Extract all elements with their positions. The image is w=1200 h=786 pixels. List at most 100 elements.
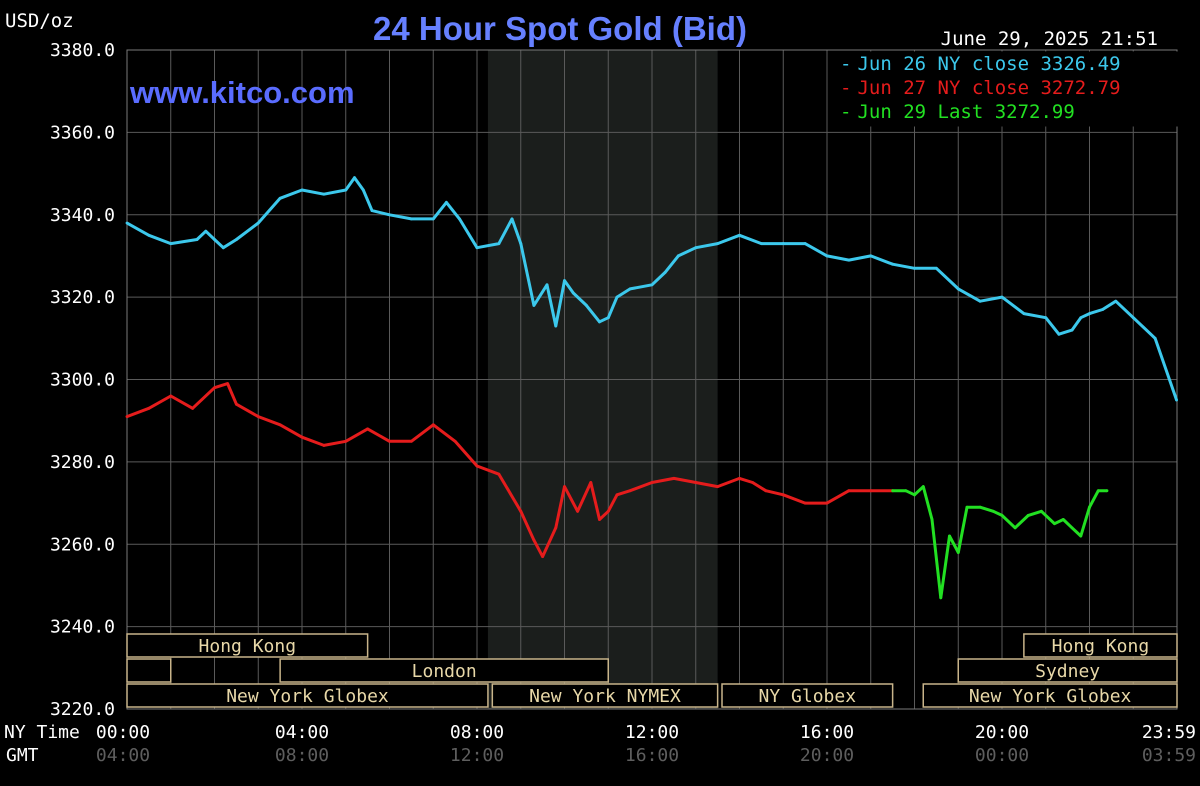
website-watermark: www.kitco.com: [129, 75, 355, 110]
data-point: [147, 406, 151, 410]
gmt-label: GMT: [6, 745, 39, 766]
data-point: [1044, 316, 1048, 320]
y-tick-label: 3280.0: [50, 452, 115, 473]
series-line-jun-29: [892, 485, 1107, 600]
data-point: [169, 394, 173, 398]
data-point: [663, 271, 667, 274]
x-tick-gmt: 00:00: [975, 745, 1029, 766]
data-point: [300, 188, 304, 192]
data-point: [956, 287, 960, 291]
legend-text-jun27: Jun 27 NY close 3272.79: [857, 77, 1120, 99]
session-box: [957, 658, 1178, 683]
data-point: [475, 246, 479, 250]
y-tick-label: 3240.0: [50, 617, 115, 638]
data-point: [672, 476, 676, 480]
data-point: [300, 435, 304, 439]
data-point: [948, 534, 951, 538]
data-point: [519, 242, 523, 245]
session-bar: New York Globex: [126, 683, 489, 708]
data-point: [1079, 316, 1083, 320]
x-tick-ny-time: 08:00: [450, 722, 504, 743]
data-point: [1000, 295, 1004, 299]
data-point: [1061, 518, 1065, 521]
session-box: [1023, 633, 1178, 658]
data-point: [1079, 534, 1083, 538]
axis-layer: 3380.0 3360.0 3340.0 3320.0 3300.0 3280.0 3260…: [50, 40, 1196, 766]
x-tick-ny-time: 23:59: [1142, 722, 1196, 743]
data-point: [1153, 336, 1157, 340]
data-point: [615, 493, 619, 497]
session-bar: NY Globex: [721, 683, 894, 708]
data-point: [353, 176, 356, 180]
session-bar: New York NYMEX: [491, 683, 719, 708]
data-point: [921, 485, 925, 488]
data-point: [781, 493, 785, 497]
session-label: New York Globex: [226, 686, 389, 707]
x-tick-gmt: 04:00: [96, 745, 150, 766]
legend-text-jun26: Jun 26 NY close 3326.49: [857, 53, 1120, 75]
legend-text-jun29: Jun 29 Last 3272.99: [857, 101, 1074, 123]
data-point: [563, 485, 566, 488]
data-point: [409, 439, 413, 443]
legend-dash: -: [840, 77, 851, 99]
y-tick-label: 3260.0: [50, 534, 115, 555]
data-point: [1114, 299, 1118, 303]
y-tick-label: 3380.0: [50, 40, 115, 61]
data-point: [204, 229, 208, 233]
data-point: [344, 439, 348, 443]
data-point: [125, 415, 129, 418]
data-point: [1096, 489, 1100, 493]
data-point: [764, 489, 768, 493]
data-point: [965, 505, 969, 509]
data-point: [847, 258, 851, 262]
data-point: [913, 266, 916, 270]
data-point: [598, 320, 601, 324]
y-tick-label: 3340.0: [50, 205, 115, 226]
data-point: [563, 279, 566, 283]
y-tick-label: 3300.0: [50, 370, 115, 391]
session-bar: Sydney: [957, 658, 1178, 683]
data-point: [256, 415, 260, 418]
data-point: [1101, 308, 1105, 311]
data-point: [1070, 526, 1074, 530]
data-point: [676, 254, 680, 258]
data-point: [1175, 398, 1178, 402]
session-bar: Hong Kong: [126, 633, 369, 658]
data-point: [589, 481, 593, 484]
legend: - Jun 26 NY close 3326.49 - Jun 27 NY clos…: [831, 51, 1178, 127]
x-tick-ny-time: 12:00: [625, 722, 679, 743]
data-point: [431, 217, 435, 221]
x-tick-gmt: 12:00: [450, 745, 504, 766]
data-point: [444, 200, 448, 204]
data-point: [716, 242, 720, 245]
data-point: [195, 238, 199, 241]
datetime-label: June 29, 2025 21:51: [941, 28, 1158, 50]
data-point: [738, 233, 741, 237]
data-point: [213, 386, 216, 390]
x-tick-ny-time: 04:00: [275, 722, 329, 743]
data-point: [366, 427, 370, 431]
data-point: [322, 444, 326, 447]
data-point: [576, 509, 580, 513]
data-point: [615, 295, 619, 299]
session-bar: Hong Kong: [1023, 633, 1178, 658]
data-point: [554, 324, 558, 328]
data-point: [650, 283, 654, 287]
data-point: [1000, 514, 1004, 517]
session-label: NY Globex: [759, 686, 857, 707]
plot-border: [126, 49, 1178, 710]
data-point: [956, 551, 960, 554]
data-point: [869, 489, 873, 493]
session-box: [491, 683, 719, 708]
session-box: [922, 683, 1178, 708]
data-point: [584, 303, 588, 307]
data-point: [370, 209, 374, 213]
data-point: [278, 423, 282, 427]
data-point: [1057, 332, 1061, 336]
data-point: [256, 221, 260, 225]
x-tick-ny-time: 16:00: [800, 722, 854, 743]
session-bar: New York Globex: [922, 683, 1178, 708]
data-point: [913, 493, 916, 497]
